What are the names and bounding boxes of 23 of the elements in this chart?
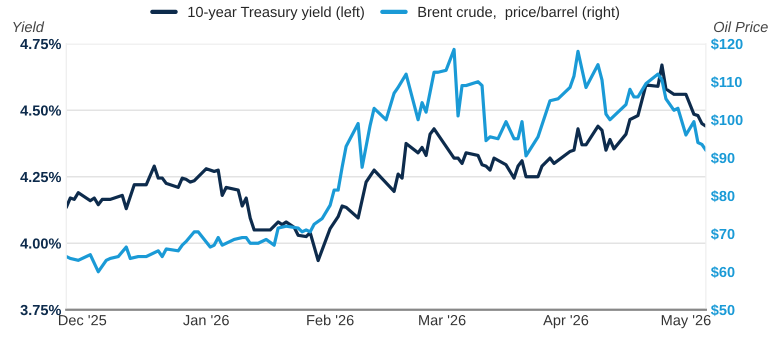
x-tick-label: May '26 [662,314,711,328]
y2-tick-label: $110 [710,76,742,88]
y-tick-label: 4.00% [20,238,62,249]
y2-tick-label: $90 [710,152,734,164]
y-axis-title: Yield [13,21,44,32]
y2-tick-label: $120 [710,38,743,50]
x-tick-label: Jan '26 [183,314,229,326]
x-tick-label: Apr '26 [543,314,588,328]
x-tick-label: Feb '26 [307,314,354,326]
y2-tick-label: $60 [710,266,734,278]
y2-tick-label: $50 [710,304,734,316]
y2-tick-label: $70 [710,228,734,240]
y-tick-label: 3.75% [20,304,62,316]
y2-tick-label: $100 [710,114,743,126]
y-tick-label: 4.75% [20,38,62,50]
legend-label: Brent crude, price/barrel (right) [418,6,620,20]
y-tick-label: 4.50% [20,105,62,116]
x-tick-label: Mar '26 [419,314,466,326]
legend-label: 10-year Treasury yield (left) [188,6,364,20]
y-tick-label: 4.25% [20,172,62,182]
x-tick-label: Dec '25 [58,314,106,326]
y2-tick-label: $80 [710,190,734,202]
y2-axis-title: Oil Price [714,21,768,32]
